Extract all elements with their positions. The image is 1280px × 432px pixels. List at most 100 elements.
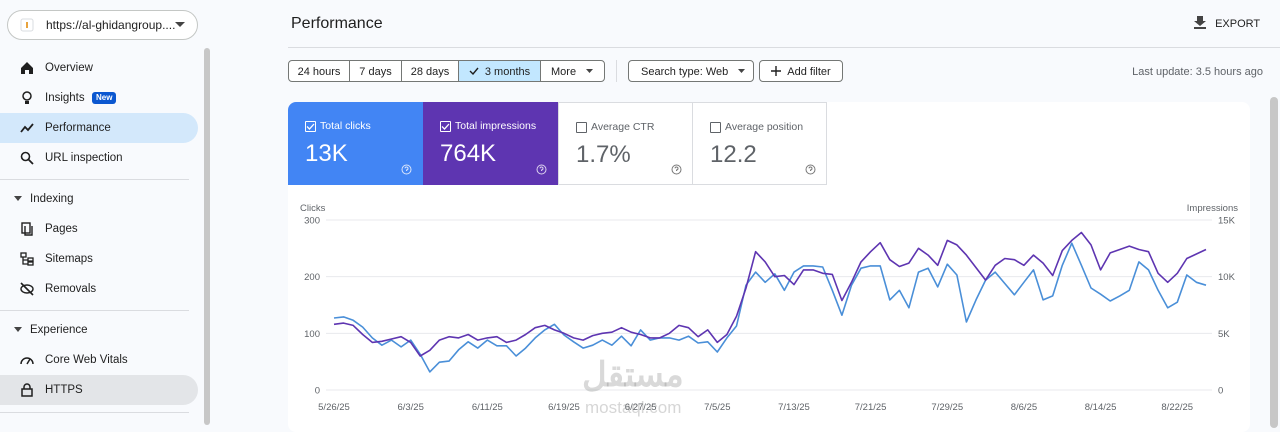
separator xyxy=(616,60,617,82)
more-label: More xyxy=(551,66,577,78)
y-axis-title: Clicks xyxy=(300,203,326,214)
metric-card[interactable]: Total clicks 13K xyxy=(288,102,423,185)
metric-label: Total clicks xyxy=(320,120,371,132)
nav-item[interactable]: Insights New xyxy=(0,83,198,113)
metric-value: 13K xyxy=(305,140,348,167)
export-label: EXPORT xyxy=(1215,18,1261,30)
divider xyxy=(0,412,189,413)
nav-item[interactable]: Overview xyxy=(0,53,198,83)
range-button-selected[interactable]: 3 months xyxy=(458,60,541,82)
watermark: مستقل xyxy=(582,356,684,394)
property-selector[interactable]: https://al-ghidangroup.... xyxy=(7,10,198,40)
help-icon[interactable] xyxy=(671,164,682,175)
divider xyxy=(288,47,1280,48)
icon xyxy=(21,62,33,74)
help-icon[interactable] xyxy=(536,164,547,175)
nav-label: Overview xyxy=(45,62,93,74)
section-title: Indexing xyxy=(30,193,74,205)
property-url: https://al-ghidangroup.... xyxy=(46,18,176,32)
section-title: Experience xyxy=(30,324,88,336)
dropdown-arrow xyxy=(586,69,594,73)
more-button[interactable]: More xyxy=(540,60,605,82)
help-icon[interactable] xyxy=(401,164,412,175)
range-button[interactable]: 28 days xyxy=(401,60,459,82)
section-header[interactable]: Experience xyxy=(14,324,88,336)
x-tick-label: 8/14/25 xyxy=(1085,402,1117,413)
x-tick-label: 7/5/25 xyxy=(704,402,730,413)
y-tick-label: 100 xyxy=(304,329,320,340)
x-tick-label: 8/22/25 xyxy=(1161,402,1193,413)
icon xyxy=(20,123,34,133)
checkbox[interactable] xyxy=(576,122,587,133)
metric-value: 764K xyxy=(440,140,497,167)
x-tick-label: 6/27/25 xyxy=(625,402,657,413)
chart: Clicks Impressions 0 100 200 300 0 5K 10K 15K 5/26… xyxy=(300,203,1238,413)
collapse-arrow xyxy=(14,196,22,201)
scrollbar[interactable] xyxy=(204,48,210,425)
icon xyxy=(21,222,33,236)
nav-item[interactable]: HTTPS xyxy=(0,375,198,405)
metric-value: 12.2 xyxy=(710,141,757,168)
page-title: Performance xyxy=(291,15,383,32)
metric-card[interactable]: Average position 12.2 xyxy=(692,102,827,185)
y2-tick-label: 5K xyxy=(1218,329,1230,340)
nav-label: Insights xyxy=(45,92,85,104)
last-update: Last update: 3.5 hours ago xyxy=(1132,66,1263,78)
icon xyxy=(20,282,34,296)
x-tick-label: 6/11/25 xyxy=(472,402,503,413)
nav-label: Removals xyxy=(45,283,97,295)
metric-card[interactable]: Average CTR 1.7% xyxy=(558,102,693,185)
plus-icon xyxy=(771,66,782,76)
nav-label: Sitemaps xyxy=(45,253,93,265)
add-filter-button[interactable]: Add filter xyxy=(759,60,843,82)
nav-label: Core Web Vitals xyxy=(45,354,128,366)
filter-label: Search type: Web xyxy=(641,66,729,78)
collapse-arrow xyxy=(14,327,22,332)
dropdown-arrow xyxy=(175,22,185,27)
nav-item[interactable]: Removals xyxy=(0,274,198,304)
nav-item[interactable]: URL inspection xyxy=(0,143,198,173)
icon xyxy=(20,151,34,165)
icon xyxy=(20,252,34,266)
nav-item[interactable]: Pages xyxy=(0,214,198,244)
site-icon xyxy=(20,18,34,32)
help-icon[interactable] xyxy=(805,164,816,175)
export-button[interactable]: EXPORT xyxy=(1194,16,1260,31)
checkbox[interactable] xyxy=(710,122,721,133)
dropdown-arrow xyxy=(738,69,746,73)
x-tick-label: 6/19/25 xyxy=(548,402,580,413)
nav-label: URL inspection xyxy=(45,152,123,164)
new-badge: New xyxy=(92,92,117,104)
section-header[interactable]: Indexing xyxy=(14,193,73,205)
x-tick-label: 7/29/25 xyxy=(931,402,963,413)
checkbox[interactable] xyxy=(305,121,316,132)
metric-label: Average position xyxy=(725,121,804,133)
nav-item-active[interactable]: Performance xyxy=(0,113,198,143)
nav-label: Performance xyxy=(45,122,111,134)
range-button[interactable]: 7 days xyxy=(349,60,402,82)
icon xyxy=(20,357,34,365)
scrollbar[interactable] xyxy=(1270,97,1278,428)
metric-label: Average CTR xyxy=(591,121,655,133)
checkbox[interactable] xyxy=(440,121,451,132)
add-filter-label: Add filter xyxy=(787,66,831,78)
range-label: 3 months xyxy=(484,66,531,78)
x-tick-label: 7/13/25 xyxy=(778,402,810,413)
y-tick-label: 200 xyxy=(304,272,320,283)
metric-card[interactable]: Total impressions 764K xyxy=(423,102,558,185)
y2-tick-label: 10K xyxy=(1218,272,1236,283)
nav-item[interactable]: Core Web Vitals xyxy=(0,345,198,375)
icon xyxy=(21,383,33,397)
divider xyxy=(0,179,189,180)
x-tick-label: 5/26/25 xyxy=(318,402,350,413)
y-tick-label: 300 xyxy=(304,216,320,227)
nav-label: HTTPS xyxy=(45,384,83,396)
divider xyxy=(0,310,189,311)
x-tick-label: 7/21/25 xyxy=(855,402,887,413)
search-type-filter[interactable]: Search type: Web xyxy=(628,60,754,82)
y-tick-label: 0 xyxy=(315,386,320,397)
range-button[interactable]: 24 hours xyxy=(288,60,350,82)
x-tick-label: 6/3/25 xyxy=(397,402,423,413)
nav-item[interactable]: Sitemaps xyxy=(0,244,198,274)
